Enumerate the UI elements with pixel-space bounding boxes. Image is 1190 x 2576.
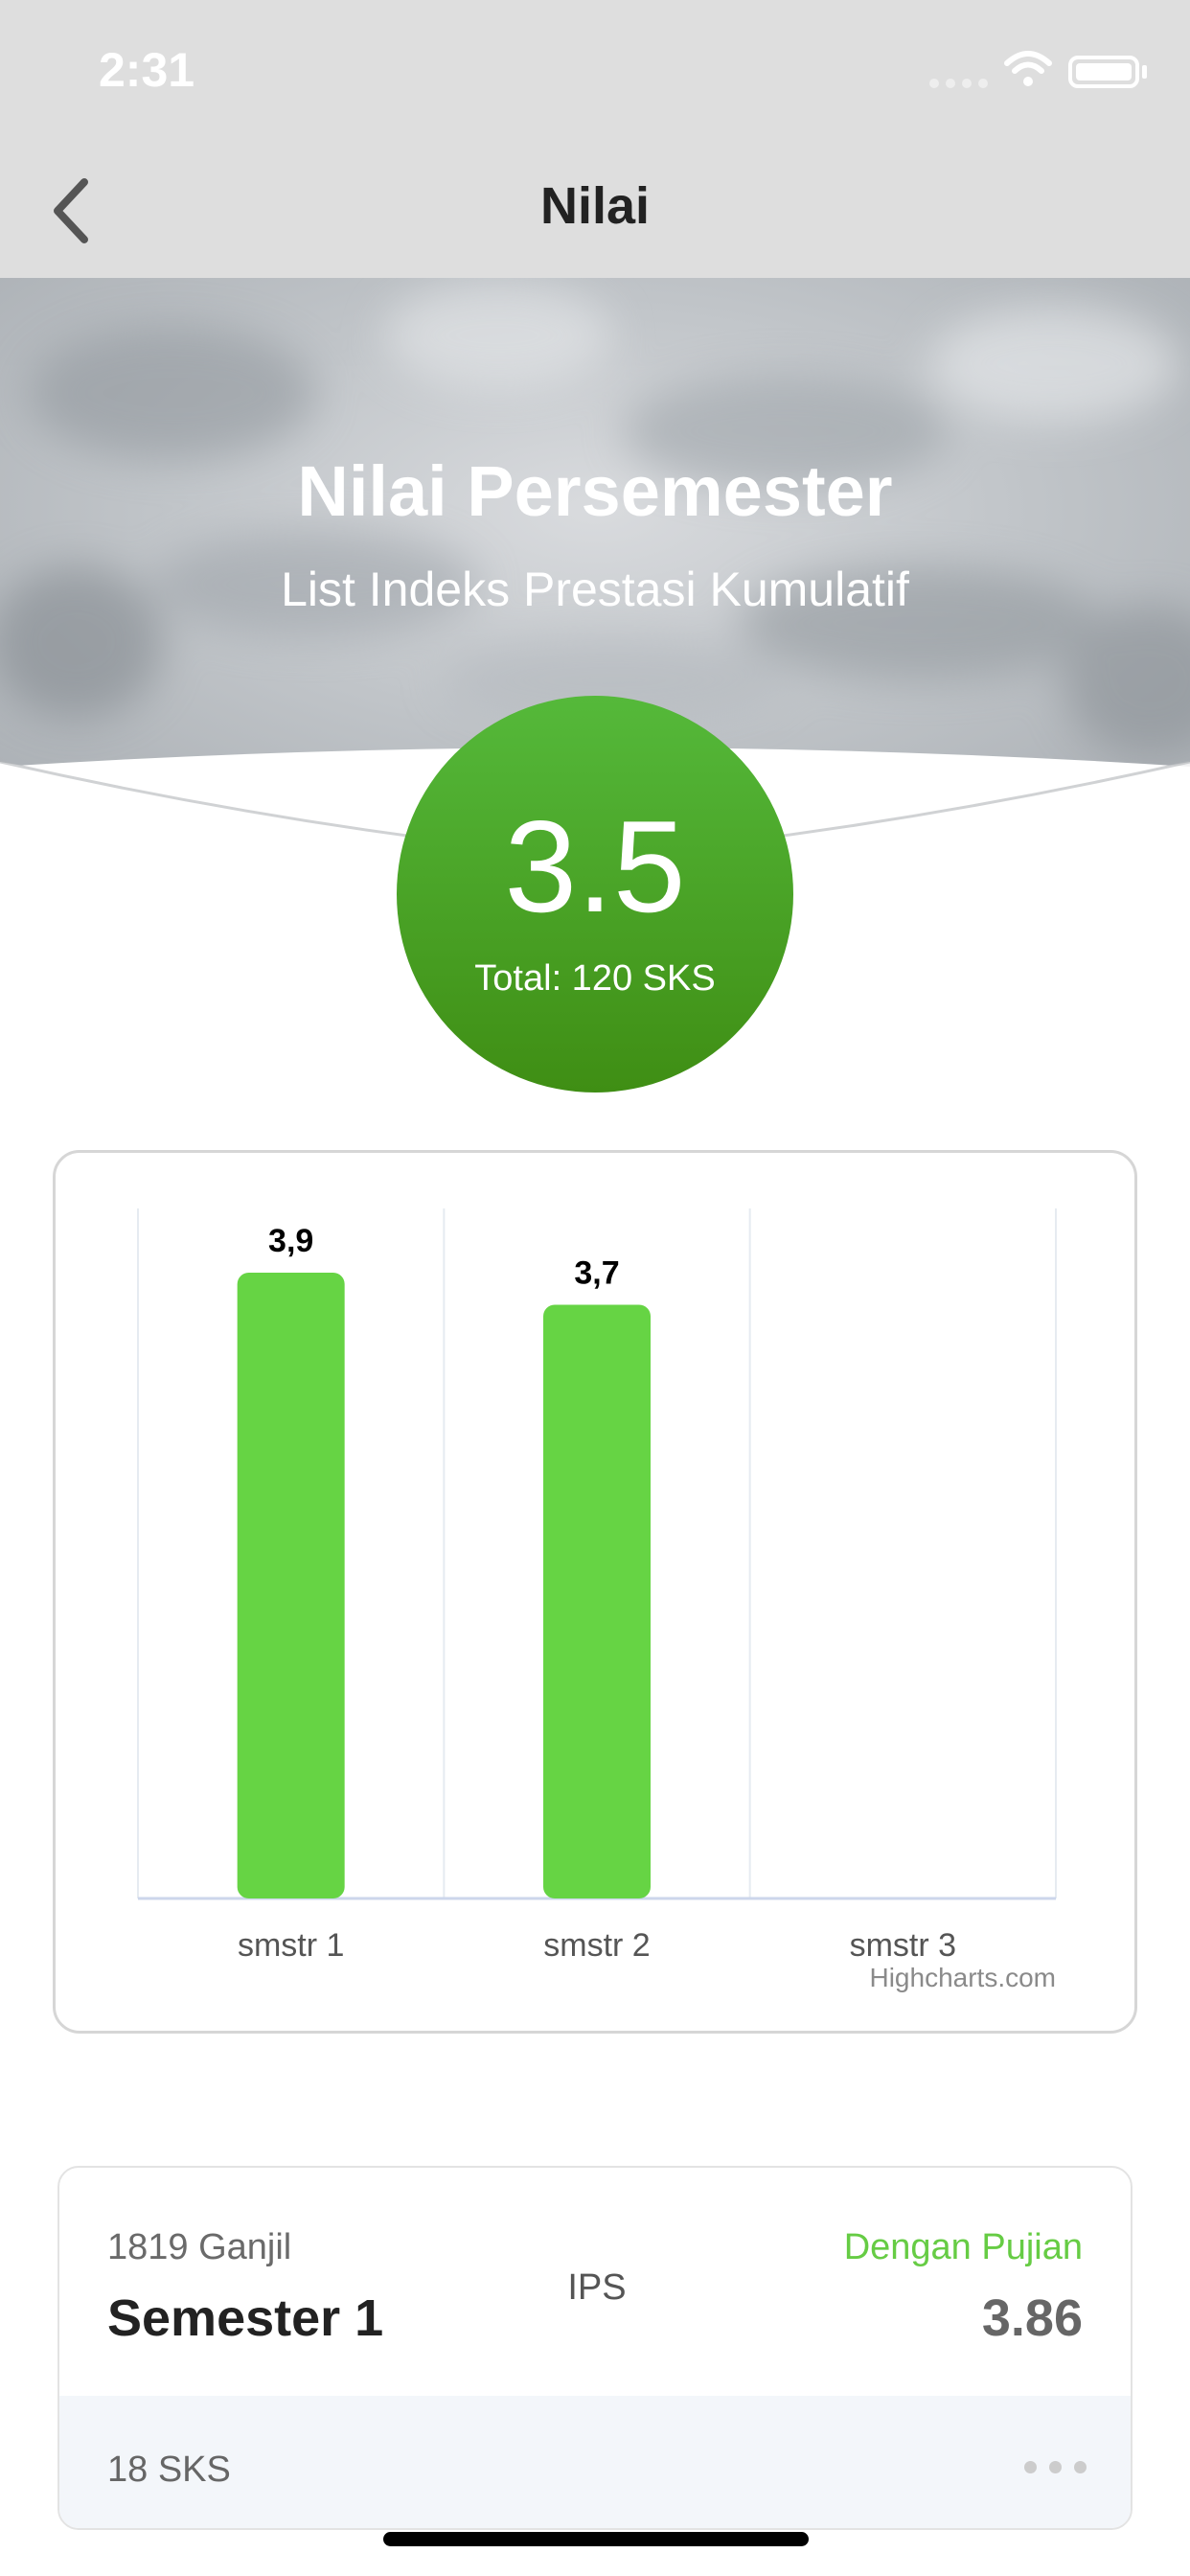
page-title: Nilai <box>539 177 651 235</box>
signal-icon <box>929 79 988 88</box>
semester-card[interactable]: 1819 Ganjil Semester 1 IPS Dengan Pujian… <box>57 2166 1133 2530</box>
hero-title: Nilai Persemester <box>297 451 893 531</box>
more-horizontal-icon[interactable] <box>1024 2461 1087 2473</box>
bar <box>543 1304 651 1898</box>
gpa-value: 3.5 <box>504 794 686 939</box>
chart-credit: Highcharts.com <box>869 1963 1056 1992</box>
hero-subtitle: List Indeks Prestasi Kumulatif <box>281 563 909 616</box>
x-tick-label: smstr 1 <box>238 1927 344 1964</box>
x-tick-label: smstr 2 <box>543 1927 650 1964</box>
ips-label: IPS <box>567 2267 627 2308</box>
gpa-circle <box>397 696 793 1092</box>
chart-card: 3,9 smstr 1 3,7 smstr 2 smstr 3 Highcharts.co… <box>53 1150 1137 2034</box>
ips-value: 3.86 <box>981 2289 1083 2347</box>
status-bar <box>0 0 1190 144</box>
x-tick-label: smstr 3 <box>850 1927 956 1964</box>
total-sks: Total: 120 SKS <box>474 958 716 999</box>
semester-card-footer: 18 SKS <box>59 2396 1131 2528</box>
data-label: 3,7 <box>574 1254 619 1291</box>
semester-name: Semester 1 <box>107 2289 384 2347</box>
semester-sks: 18 SKS <box>107 2450 231 2490</box>
nav-bar <box>0 144 1190 278</box>
battery-icon <box>1068 56 1139 88</box>
honor-badge: Dengan Pujian <box>843 2227 1083 2267</box>
battery-cap <box>1142 65 1147 79</box>
semester-period: 1819 Ganjil <box>107 2227 292 2267</box>
data-label: 3,9 <box>268 1223 313 1259</box>
status-time: 2:31 <box>99 43 195 97</box>
back-chevron-icon[interactable] <box>48 172 96 249</box>
ips-bar-chart: 3,9 smstr 1 3,7 smstr 2 smstr 3Highcharts.co… <box>137 1208 1057 1992</box>
home-indicator <box>383 2532 809 2546</box>
wifi-icon <box>1004 51 1052 86</box>
bar <box>237 1272 345 1898</box>
